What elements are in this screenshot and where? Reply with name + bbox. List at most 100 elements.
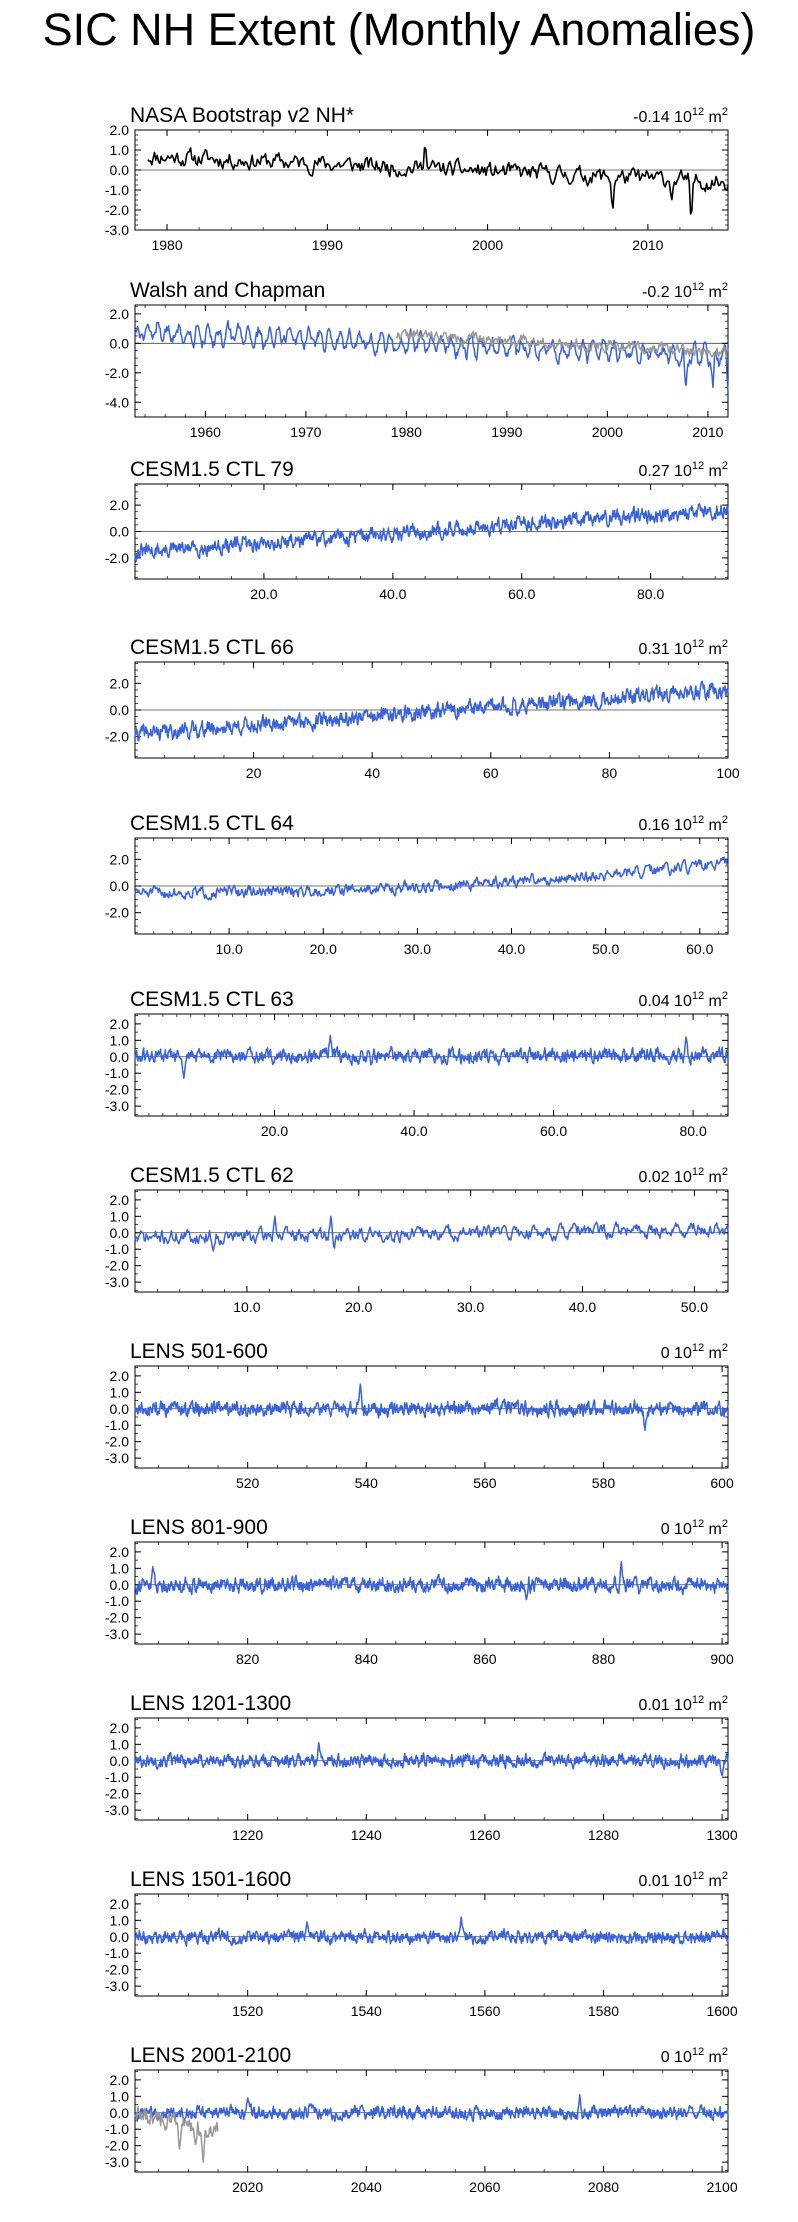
panel-value-number: 0.02 10 <box>638 1169 691 1186</box>
xtick-label: 560 <box>473 1475 497 1491</box>
xtick-label: 20.0 <box>261 1123 288 1139</box>
panel-value-exp2: 2 <box>722 1342 728 1354</box>
ytick-label: 2.0 <box>110 306 130 322</box>
ytick-label: 2.0 <box>110 851 130 867</box>
series-line-model <box>134 503 729 563</box>
xtick-label: 1970 <box>290 424 321 440</box>
xtick-label: 60.0 <box>686 941 713 957</box>
xtick-label: 60.0 <box>540 1123 567 1139</box>
panel-value-unit: m <box>704 817 722 834</box>
xtick-label: 80.0 <box>679 1123 706 1139</box>
xtick-label: 1540 <box>351 2003 382 2019</box>
ytick-label: -2.0 <box>105 2138 129 2154</box>
panel-value-exp2: 2 <box>722 638 728 650</box>
ytick-label: -2.0 <box>105 1434 129 1450</box>
panel-title: LENS 1501-1600 <box>130 1868 291 1891</box>
xtick-label: 840 <box>355 1651 379 1667</box>
xtick-label: 2010 <box>632 237 663 253</box>
ytick-label: -3.0 <box>105 1274 129 1290</box>
ytick-label: 0.0 <box>110 162 130 178</box>
xtick-label: 600 <box>710 1475 734 1491</box>
ytick-label: 1.0 <box>110 1032 130 1048</box>
ytick-label: 0.0 <box>110 1753 130 1769</box>
panel-value-number: 0.01 10 <box>638 1873 691 1890</box>
panel-title: LENS 1201-1300 <box>130 1692 291 1715</box>
panel-9: LENS 801-900 0 1012 m2 2.01.00.0-1.0-2.0-3… <box>105 1516 734 1667</box>
panel-value-number: 0.31 10 <box>638 641 691 658</box>
xtick-label: 20.0 <box>250 586 277 602</box>
series-line-model <box>134 1741 729 1777</box>
ytick-label: 0.0 <box>110 878 130 894</box>
ytick-label: -4.0 <box>105 394 129 410</box>
panel-value-number: 0 10 <box>661 1521 692 1538</box>
panel-value: 0 1012 m2 <box>661 2046 728 2066</box>
ytick-label: -2.0 <box>105 365 129 381</box>
ytick-label: 2.0 <box>110 497 130 513</box>
panel-7: CESM1.5 CTL 62 0.02 1012 m22.01.00.0-1.0-… <box>105 1164 729 1315</box>
xtick-label: 30.0 <box>457 1299 484 1315</box>
ytick-label: 2.0 <box>110 1368 130 1384</box>
xtick-label: 1300 <box>706 1827 737 1843</box>
plot-frame <box>134 1893 729 1997</box>
panel-value-number: 0.01 10 <box>638 1697 691 1714</box>
xtick-label: 2010 <box>692 424 723 440</box>
ytick-label: -3.0 <box>105 222 129 238</box>
xtick-label: 1560 <box>469 2003 500 2019</box>
ytick-label: 1.0 <box>110 1912 130 1928</box>
plot-frame <box>134 1365 729 1469</box>
xtick-label: 880 <box>592 1651 616 1667</box>
xtick-label: 60 <box>483 765 499 781</box>
ytick-label: 0.0 <box>110 1049 130 1065</box>
panel-value-exp2: 2 <box>722 1518 728 1530</box>
xtick-label: 30.0 <box>404 941 431 957</box>
plot-frame <box>134 2069 729 2173</box>
xtick-label: 540 <box>355 1475 379 1491</box>
figure-title: SIC NH Extent (Monthly Anomalies) <box>42 4 756 55</box>
panel-value: 0.31 1012 m2 <box>638 638 728 658</box>
panel-value-unit: m <box>704 2049 722 2066</box>
xtick-label: 20.0 <box>310 941 337 957</box>
ytick-label: -2.0 <box>105 729 129 745</box>
ytick-label: 2.0 <box>110 1016 130 1032</box>
xtick-label: 1520 <box>232 2003 263 2019</box>
panel-value: 0 1012 m2 <box>661 1518 728 1538</box>
panel-value-number: 0.16 10 <box>638 817 691 834</box>
panel-5: CESM1.5 CTL 64 0.16 1012 m2 2.0 0.0 -2.0 10.0… <box>105 812 729 957</box>
panel-title: CESM1.5 CTL 63 <box>130 988 294 1011</box>
panel-value-exp: 12 <box>692 281 704 293</box>
panel-value-number: 0 10 <box>661 2049 692 2066</box>
panel-value-unit: m <box>704 1521 722 1538</box>
panel-11: LENS 1501-1600 0.01 1012 m22.01.00.0-1.0-… <box>105 1868 738 2019</box>
ytick-label: -3.0 <box>105 1450 129 1466</box>
plot-frame <box>134 304 729 418</box>
ytick-label: -3.0 <box>105 2154 129 2170</box>
series-line-model <box>134 1215 729 1252</box>
panel-value-number: -0.2 10 <box>642 284 692 301</box>
plot-frame <box>134 1013 729 1117</box>
ytick-label: 2.0 <box>110 1896 130 1912</box>
series-line-model <box>134 1560 729 1601</box>
panel-value-exp2: 2 <box>722 281 728 293</box>
panel-value-exp2: 2 <box>722 106 728 118</box>
xtick-label: 40.0 <box>400 1123 427 1139</box>
xtick-label: 100 <box>716 765 740 781</box>
panel-value-exp2: 2 <box>722 1166 728 1178</box>
panel-value: 0.01 1012 m2 <box>638 1870 728 1890</box>
panel-value-unit: m <box>704 109 722 126</box>
xtick-label: 60.0 <box>508 586 535 602</box>
ytick-label: 1.0 <box>110 2088 130 2104</box>
ytick-label: -2.0 <box>105 1610 129 1626</box>
xtick-label: 580 <box>592 1475 616 1491</box>
panel-value: -0.14 1012 m2 <box>633 106 728 126</box>
xtick-label: 1240 <box>351 1827 382 1843</box>
ytick-label: -3.0 <box>105 1626 129 1642</box>
panel-value-number: 0 10 <box>661 1345 692 1362</box>
ytick-label: -1.0 <box>105 2121 129 2137</box>
ytick-label: -2.0 <box>105 1786 129 1802</box>
ytick-label: 0.0 <box>110 1225 130 1241</box>
panel-3: CESM1.5 CTL 79 0.27 1012 m2 2.0 0.0 -2.0 20.0… <box>105 458 729 602</box>
panel-value: 0 1012 m2 <box>661 1342 728 1362</box>
panel-value: 0.01 1012 m2 <box>638 1694 728 1714</box>
panel-value-exp2: 2 <box>722 460 728 472</box>
panel-value-exp: 12 <box>692 2046 704 2058</box>
